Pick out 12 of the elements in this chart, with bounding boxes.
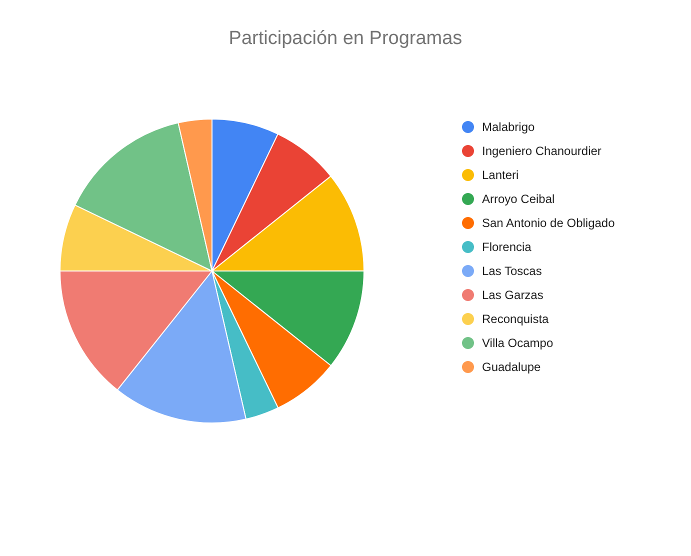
legend-label: Las Toscas	[482, 264, 542, 278]
legend-label: Arroyo Ceibal	[482, 192, 555, 206]
legend-label: Reconquista	[482, 312, 549, 326]
legend-label: Las Garzas	[482, 288, 544, 302]
chart-title: Participación en Programas	[228, 28, 464, 50]
legend-label: Malabrigo	[482, 120, 535, 134]
legend-label: Villa Ocampo	[482, 336, 554, 350]
legend-label: Lanteri	[482, 168, 519, 182]
legend-label: Ingeniero Chanourdier	[482, 144, 602, 158]
legend-label: Guadalupe	[482, 360, 541, 374]
legend-label: Florencia	[482, 240, 532, 254]
legend-label: San Antonio de Obligado	[482, 216, 615, 230]
